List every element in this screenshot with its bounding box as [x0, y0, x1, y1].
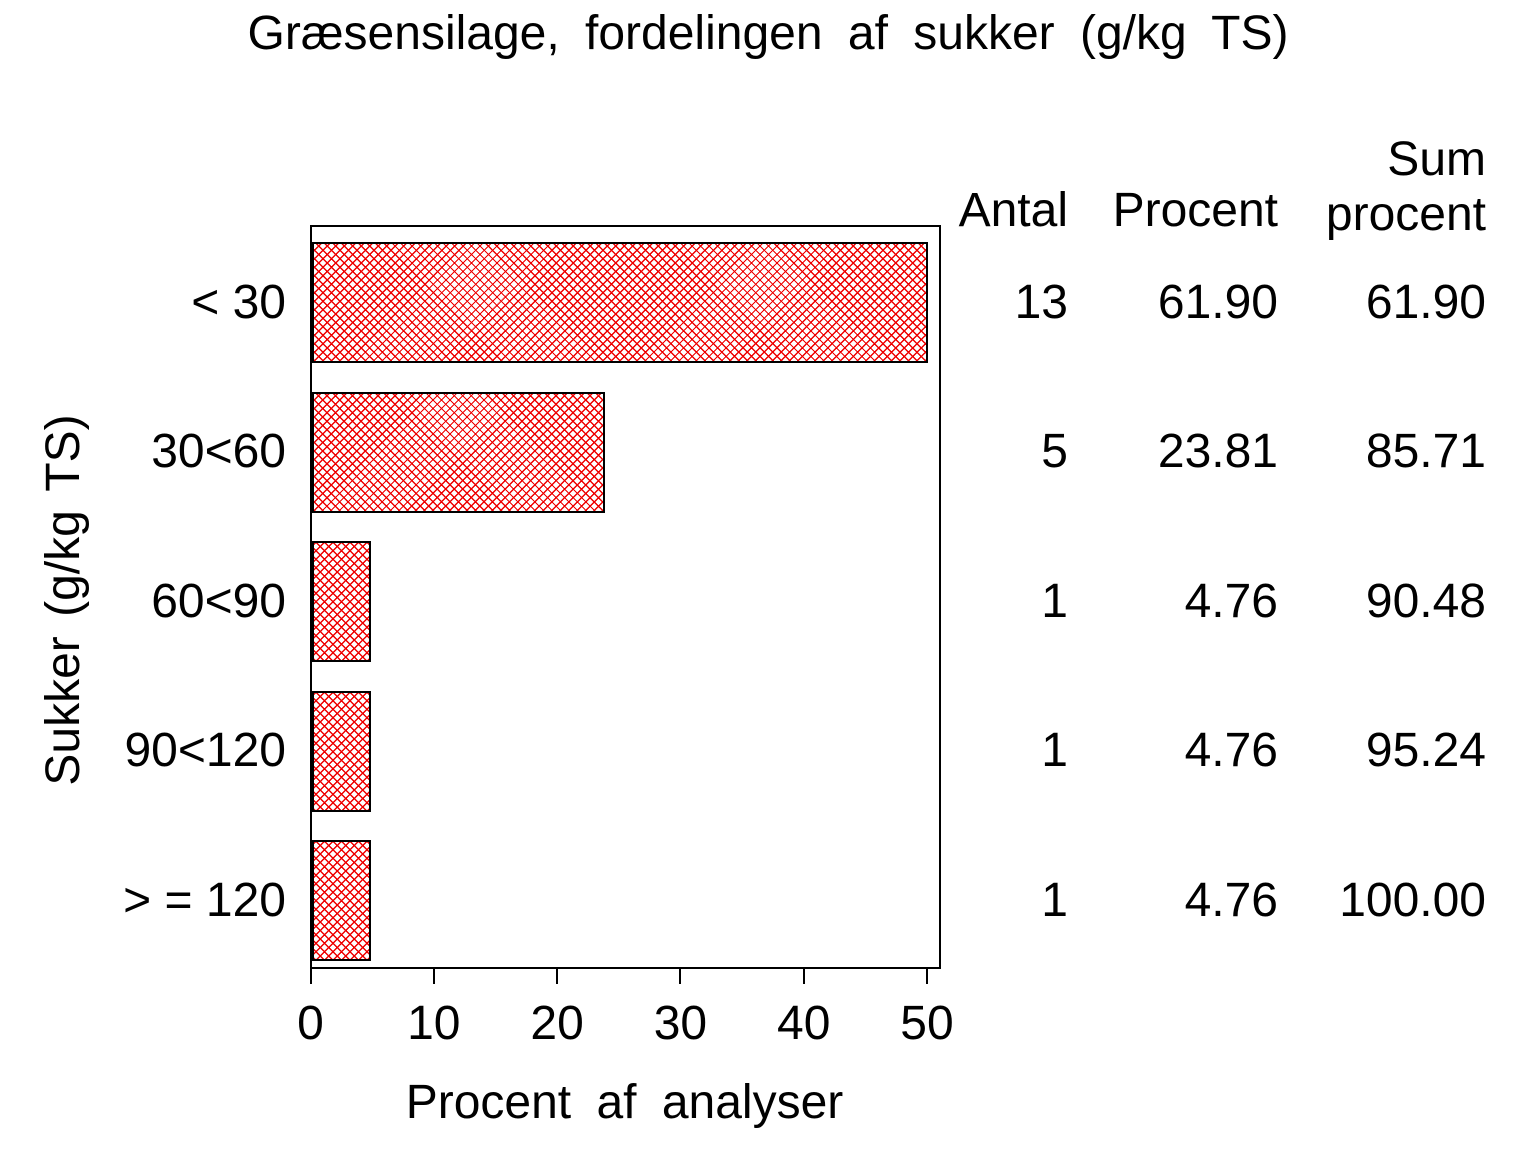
- x-tick: [309, 969, 312, 984]
- x-tick: [802, 969, 805, 984]
- x-tick: [926, 969, 928, 984]
- category-label: > = 120: [123, 873, 286, 927]
- category-label: 90<120: [124, 724, 286, 778]
- procent-value: 23.81: [1157, 425, 1278, 479]
- table-header-sum-procent: Sum procent: [1326, 132, 1486, 242]
- x-tick-label: 10: [407, 997, 461, 1050]
- table-header-procent: Procent: [1112, 184, 1278, 237]
- sum-procent-value: 95.24: [1365, 724, 1486, 778]
- x-tick: [556, 969, 559, 984]
- sum-procent-value: 100.00: [1339, 873, 1486, 927]
- sum-procent-value: 85.71: [1365, 425, 1486, 479]
- x-tick: [679, 969, 682, 984]
- antal-value: 13: [1014, 275, 1068, 329]
- antal-value: 5: [1041, 425, 1068, 479]
- antal-value: 1: [1041, 724, 1068, 778]
- table-header-sum-line1: Sum: [1387, 133, 1486, 186]
- category-label: 30<60: [151, 425, 286, 479]
- procent-value: 4.76: [1184, 574, 1278, 628]
- bar: [312, 391, 606, 513]
- x-tick-label: 20: [530, 997, 584, 1050]
- antal-value: 1: [1041, 873, 1068, 927]
- procent-value: 4.76: [1184, 724, 1278, 778]
- bar: [312, 541, 371, 663]
- procent-value: 61.90: [1157, 275, 1278, 329]
- procent-value: 4.76: [1184, 873, 1278, 927]
- category-label: < 30: [191, 275, 286, 329]
- table-header-antal: Antal: [958, 184, 1068, 237]
- x-tick-label: 40: [776, 997, 831, 1050]
- x-tick: [432, 969, 435, 984]
- x-axis-title: Procent af analyser: [405, 1076, 844, 1129]
- bar: [312, 242, 928, 363]
- x-tick-label: 50: [900, 997, 954, 1050]
- sum-procent-value: 61.90: [1365, 275, 1486, 329]
- sum-procent-value: 90.48: [1365, 574, 1486, 628]
- table-header-sum-line2: procent: [1325, 188, 1486, 241]
- x-tick-label: 0: [297, 997, 324, 1050]
- category-label: 60<90: [151, 574, 286, 628]
- chart-title: Græsensilage, fordelingen af sukker (g/k…: [247, 7, 1289, 60]
- x-tick-label: 30: [653, 997, 708, 1050]
- bar: [312, 690, 371, 812]
- y-axis-title: Sukker (g/kg TS): [37, 414, 90, 786]
- bar: [312, 840, 371, 962]
- antal-value: 1: [1041, 574, 1068, 628]
